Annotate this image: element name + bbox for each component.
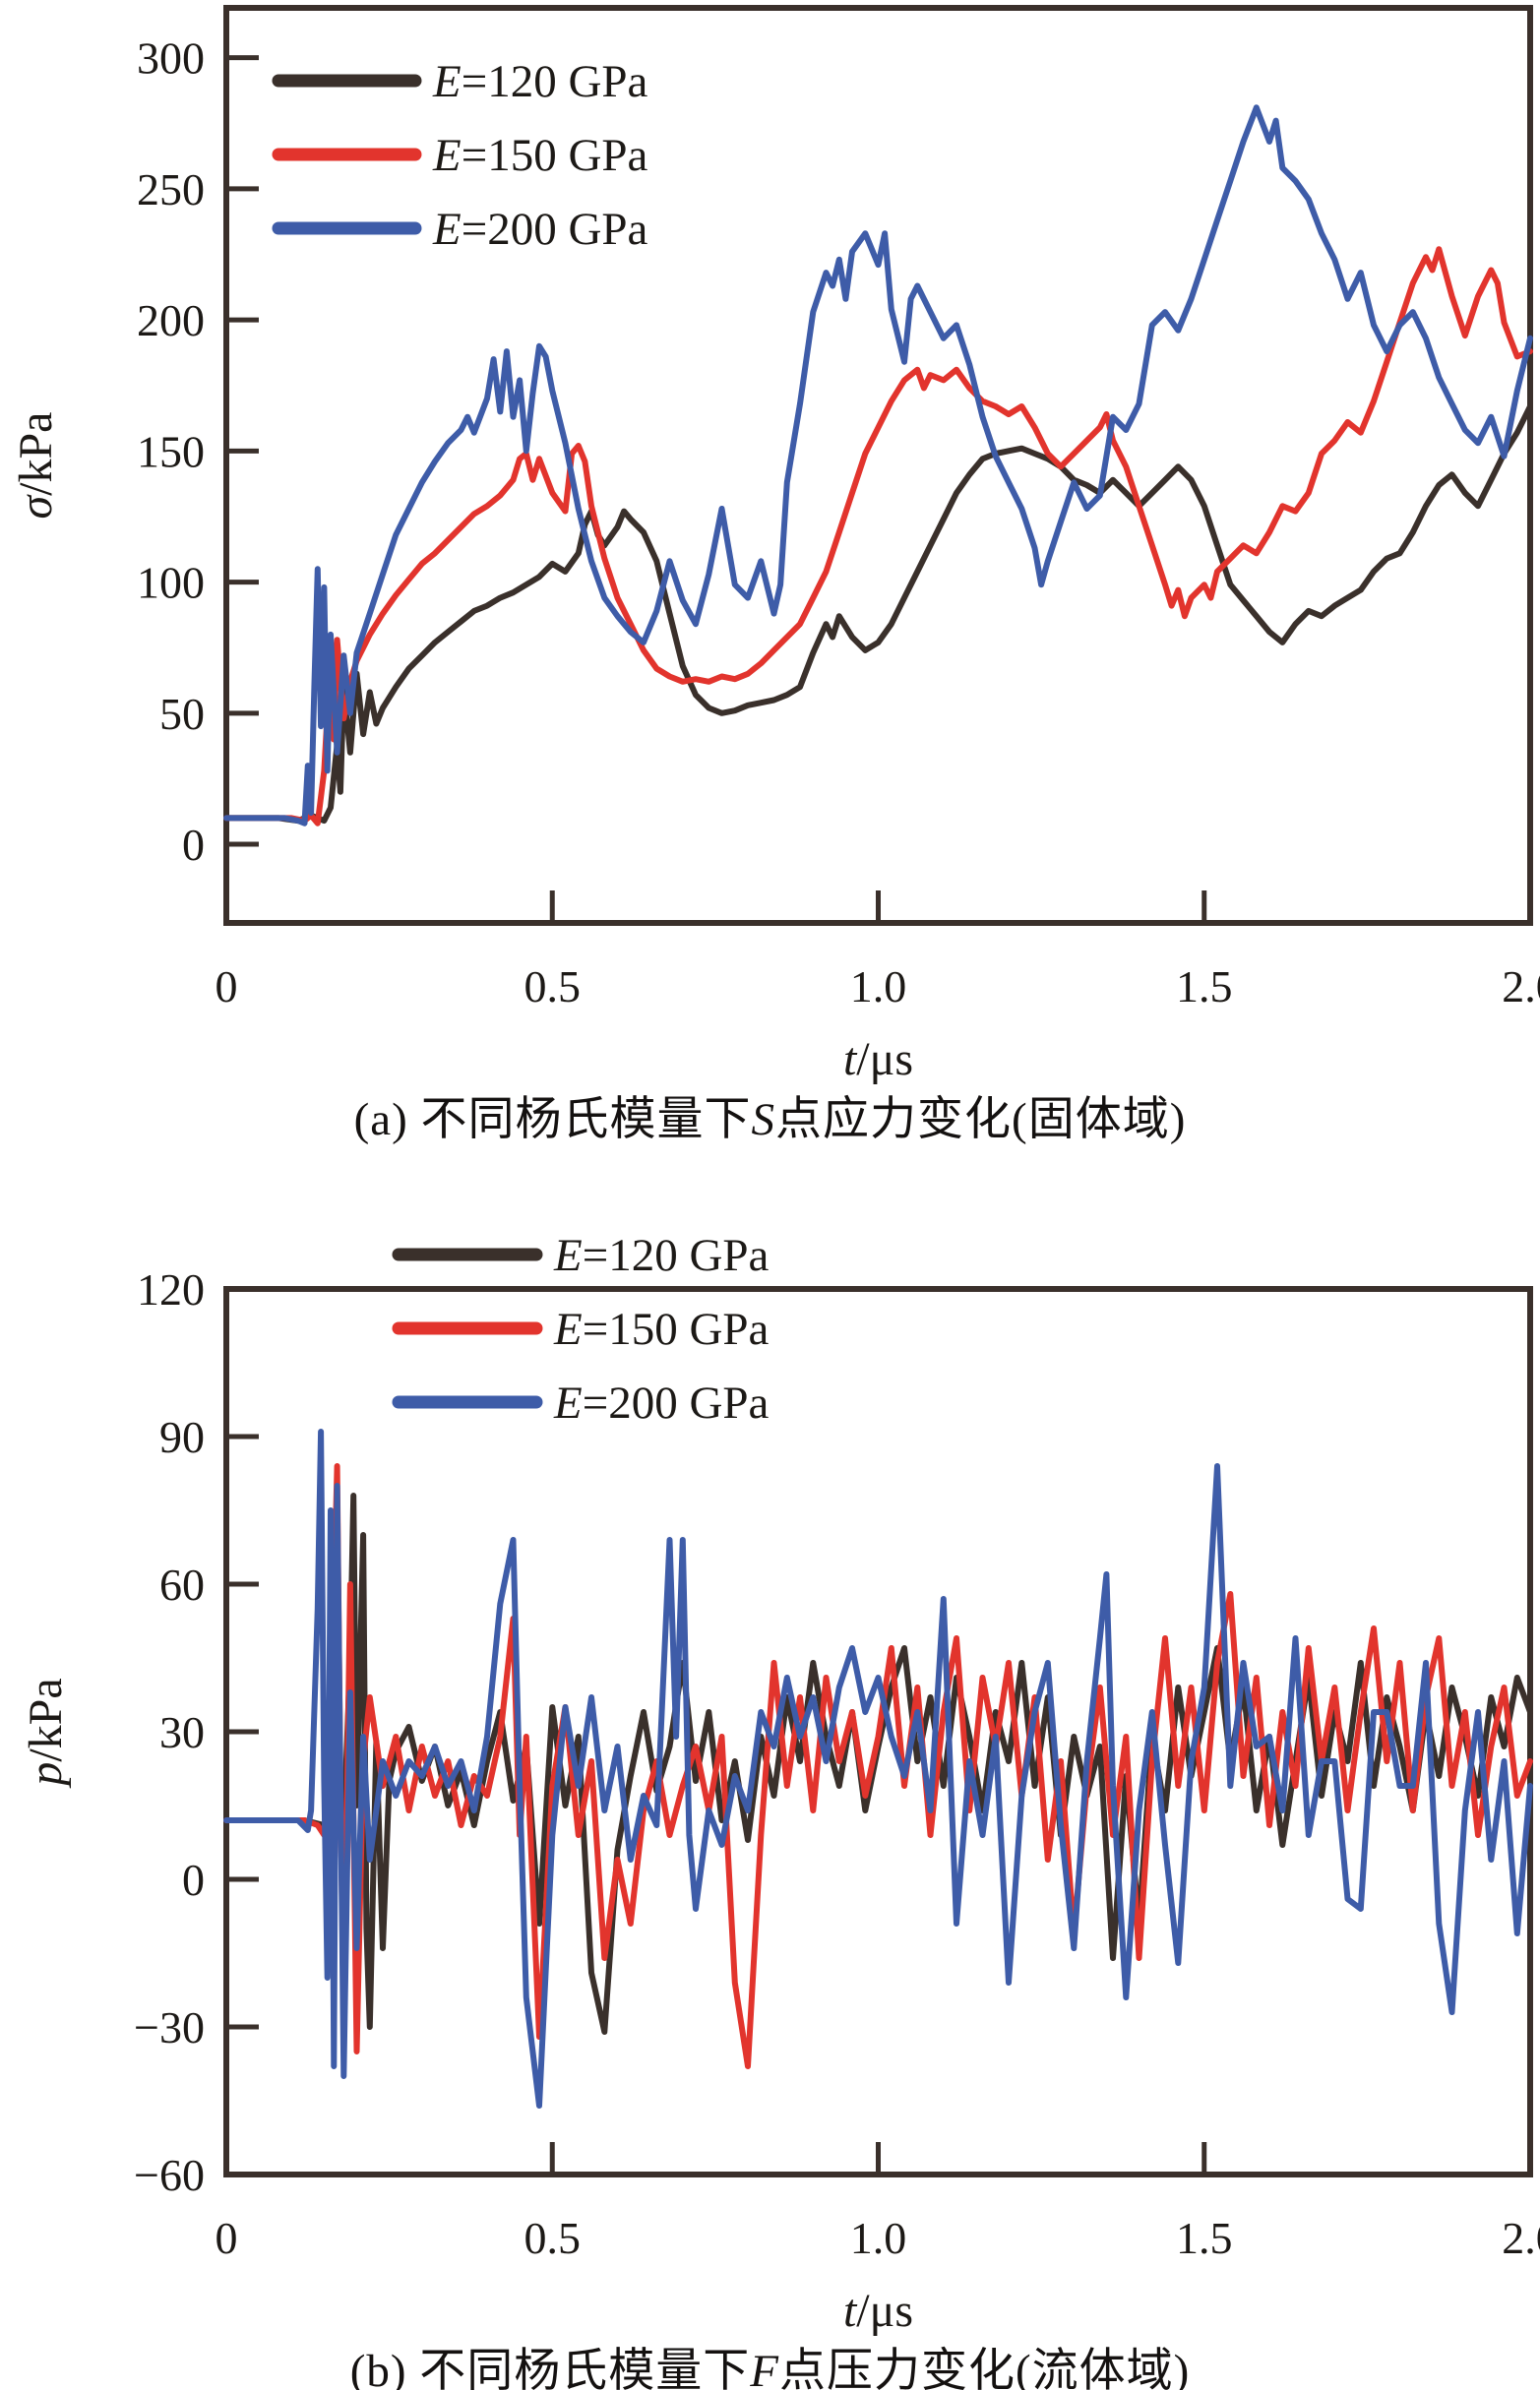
- y-tick-label: 150: [137, 426, 205, 476]
- plot-frame: [223, 5, 1533, 926]
- y-tick-label: 250: [137, 164, 205, 214]
- x-tick-label: 0.5: [524, 961, 582, 1011]
- y-tick-label: 60: [159, 1560, 205, 1610]
- pressure-chart-canvas: −60 −30 0 30 60 90 120 0 0.5 1.0 1.5 2.0 p/kPa t/μs E=…: [20, 1230, 1540, 2337]
- x-axis-title: t/μs: [843, 1033, 913, 1085]
- x-tick-label: 2.0: [1502, 2213, 1540, 2263]
- y-tick-label: 30: [159, 1707, 205, 1757]
- y-tick-label: 120: [137, 1264, 205, 1315]
- chart-b-caption: (b) 不同杨氏模量下F点压力变化(流体域): [0, 2332, 1540, 2390]
- y-tick-label: 100: [137, 558, 205, 608]
- x-tick-label: 1.0: [850, 2213, 907, 2263]
- y-tick-label: 50: [159, 689, 205, 739]
- legend-label-e150: E=150 GPa: [432, 130, 648, 181]
- legend-label-e150: E=150 GPa: [553, 1304, 770, 1355]
- y-axis-title: p/kPa: [20, 1678, 72, 1788]
- stress-chart-canvas: 0 50 100 150 200 250 300 0 0.5 1.0 1.5 2.0 σ/kPa t/μs…: [10, 5, 1540, 1085]
- series-e120: [223, 403, 1533, 825]
- legend-label-e200: E=200 GPa: [432, 204, 648, 255]
- series-e150: [223, 246, 1533, 827]
- y-tick-label: 90: [159, 1412, 205, 1462]
- x-tick-label: 1.5: [1176, 961, 1233, 1011]
- y-tick-label: 0: [182, 1855, 205, 1905]
- plot-frame: [223, 1286, 1533, 2177]
- caption-b-prefix: (b) 不同杨氏模量下: [349, 2346, 751, 2390]
- series-e150: [223, 1463, 1533, 2069]
- y-tick-label: 200: [137, 295, 205, 345]
- x-tick-label: 0: [216, 2213, 238, 2263]
- x-tick-label: 0: [216, 961, 238, 1011]
- y-tick-label: 0: [182, 820, 205, 870]
- y-axis-title: σ/kPa: [10, 411, 62, 519]
- x-axis-title: t/μs: [843, 2285, 913, 2337]
- chart-a-caption: (a) 不同杨氏模量下S点应力变化(固体域): [0, 1080, 1540, 1148]
- y-tick-label: −60: [134, 2150, 205, 2200]
- chart-b-figure: −60 −30 0 30 60 90 120 0 0.5 1.0 1.5 2.0 p/kPa t/μs E=…: [0, 1161, 1540, 2390]
- series-e200: [223, 104, 1533, 827]
- caption-a-prefix: (a) 不同杨氏模量下: [353, 1094, 752, 1145]
- x-tick-label: 0.5: [524, 2213, 582, 2263]
- series-e200: [223, 1429, 1533, 2109]
- chart-a-figure: 0 50 100 150 200 250 300 0 0.5 1.0 1.5 2.0 σ/kPa t/μs…: [0, 0, 1540, 1161]
- y-tick-label: 300: [137, 33, 205, 84]
- caption-a-point-letter: S: [751, 1094, 776, 1145]
- x-tick-label: 2.0: [1502, 961, 1540, 1011]
- y-tick-label: −30: [134, 2002, 205, 2053]
- caption-b-point-letter: F: [750, 2346, 779, 2390]
- legend-label-e120: E=120 GPa: [432, 56, 648, 107]
- legend-label-e120: E=120 GPa: [553, 1230, 770, 1281]
- caption-a-suffix: 点应力变化(固体域): [775, 1094, 1187, 1145]
- x-tick-label: 1.5: [1176, 2213, 1233, 2263]
- caption-b-suffix: 点压力变化(流体域): [778, 2346, 1191, 2390]
- x-tick-label: 1.0: [850, 961, 907, 1011]
- legend-label-e200: E=200 GPa: [553, 1378, 770, 1429]
